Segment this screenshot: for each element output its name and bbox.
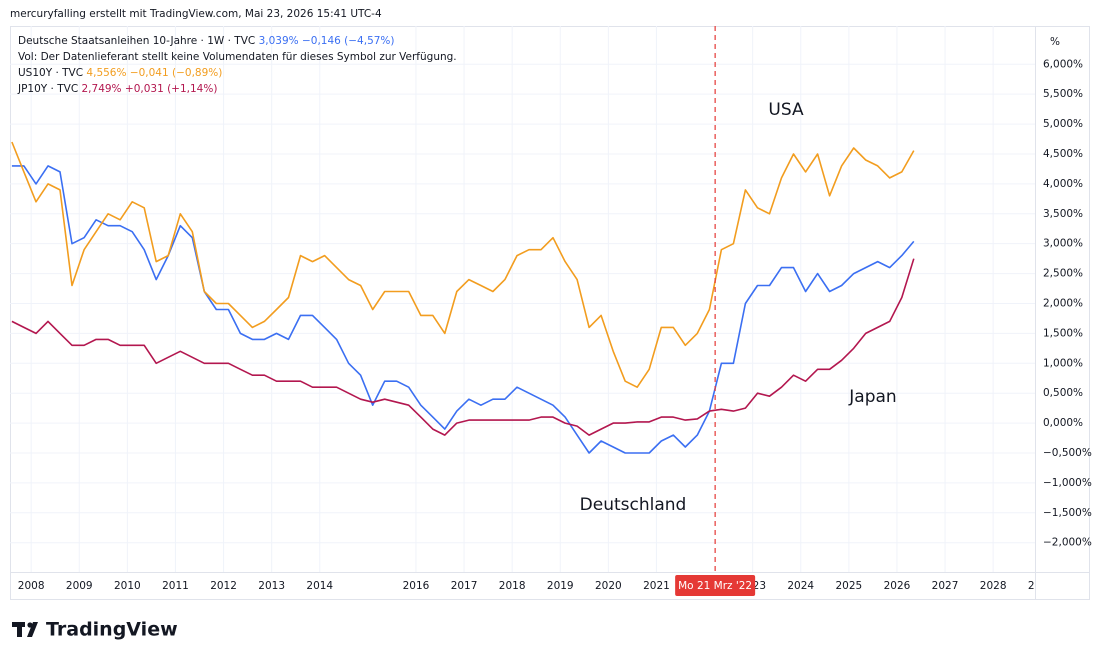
- y-tick-label: 0,000%: [1043, 417, 1083, 429]
- x-tick-label: 2014: [306, 580, 333, 592]
- y-tick-label: −1,000%: [1043, 477, 1092, 489]
- series-annotation: Deutschland: [580, 495, 687, 515]
- y-tick-label: −2,000%: [1043, 537, 1092, 549]
- y-tick-label: −0,500%: [1043, 447, 1092, 459]
- y-unit: %: [1050, 36, 1060, 48]
- y-tick-label: 4,000%: [1043, 178, 1083, 190]
- crosshair-label-bg: [675, 575, 756, 596]
- x-tick-label: 2016: [403, 580, 430, 592]
- x-tick-label: 2029: [1028, 580, 1055, 592]
- legend: Deutsche Staatsanleihen 10-Jahre · 1W · …: [17, 35, 457, 95]
- legend-name: Deutsche Staatsanleihen 10-Jahre · 1W · …: [18, 35, 255, 47]
- x-tick-label: 2009: [66, 580, 93, 592]
- y-tick-label: 3,000%: [1043, 238, 1083, 250]
- crosshair-label: Mo 21 Mrz '22: [678, 580, 752, 592]
- x-tick-label: 2026: [884, 580, 911, 592]
- y-tick-label: 5,000%: [1043, 118, 1083, 130]
- x-tick-label: 2019: [547, 580, 574, 592]
- x-tick-label: 2027: [932, 580, 959, 592]
- legend-name: JP10Y · TVC: [17, 83, 78, 95]
- x-tick-label: 2012: [210, 580, 237, 592]
- volume-note: Vol: Der Datenlieferant stellt keine Vol…: [18, 51, 457, 63]
- x-tick-label: 2011: [162, 580, 189, 592]
- x-tick-label: 2024: [787, 580, 814, 592]
- brand-logo: [12, 622, 38, 637]
- y-tick-label: 0,500%: [1043, 387, 1083, 399]
- y-tick-label: 2,000%: [1043, 297, 1083, 309]
- x-tick-label: 2021: [643, 580, 670, 592]
- legend-entry: US10Y · TVC 4,556% −0,041 (−0,89%): [18, 67, 222, 79]
- legend-entry: Deutsche Staatsanleihen 10-Jahre · 1W · …: [18, 35, 395, 47]
- x-tick-label: 2008: [18, 580, 45, 592]
- legend-change: −0,041 (−0,89%): [130, 67, 223, 79]
- y-tick-label: 5,500%: [1043, 88, 1083, 100]
- series-line: [11, 165, 915, 454]
- x-tick-label: 2028: [980, 580, 1007, 592]
- legend-change: +0,031 (+1,14%): [125, 83, 218, 95]
- series-annotation: Japan: [848, 387, 896, 407]
- y-tick-label: 2,500%: [1043, 268, 1083, 280]
- header-title: mercuryfalling erstellt mit TradingView.…: [10, 8, 382, 20]
- y-tick-label: −1,500%: [1043, 507, 1092, 519]
- legend-last: 3,039%: [259, 35, 299, 47]
- brand-name: TradingView: [46, 619, 178, 641]
- y-tick-label: 3,500%: [1043, 208, 1083, 220]
- y-tick-label: 6,000%: [1043, 58, 1083, 70]
- x-tick-label: 2013: [258, 580, 285, 592]
- series-annotation: USA: [768, 100, 804, 120]
- x-tick-label: 2025: [835, 580, 862, 592]
- x-tick-label: 2010: [114, 580, 141, 592]
- series-line: [11, 258, 915, 436]
- legend-change: −0,146 (−4,57%): [302, 35, 395, 47]
- y-tick-label: 4,500%: [1043, 148, 1083, 160]
- legend-last: 4,556%: [86, 67, 126, 79]
- legend-entry: JP10Y · TVC 2,749% +0,031 (+1,14%): [17, 83, 217, 95]
- legend-last: 2,749%: [82, 83, 122, 95]
- series-line: [11, 141, 915, 388]
- panel-border: [10, 26, 1090, 600]
- y-tick-label: 1,000%: [1043, 357, 1083, 369]
- x-tick-label: 2017: [451, 580, 478, 592]
- y-tick-label: 1,500%: [1043, 327, 1083, 339]
- x-tick-label: 2018: [499, 580, 526, 592]
- x-tick-label: 2020: [595, 580, 622, 592]
- legend-name: US10Y · TVC: [18, 67, 83, 79]
